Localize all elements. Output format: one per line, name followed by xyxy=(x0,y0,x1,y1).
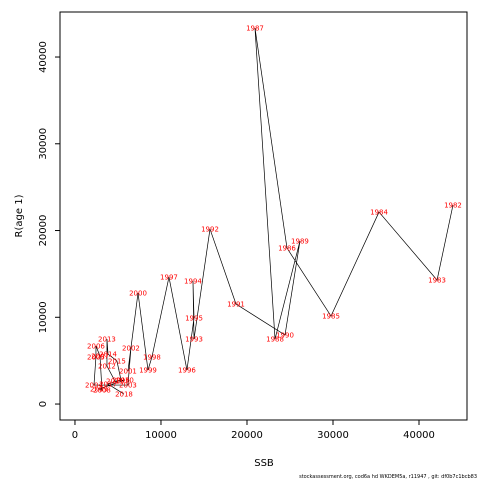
year-label: 2009 xyxy=(90,386,108,394)
year-label: 2008 xyxy=(93,387,111,395)
y-axis-label: R(age 1) xyxy=(14,194,25,237)
plot-frame xyxy=(59,11,468,421)
year-label: 2005 xyxy=(87,354,105,362)
year-label: 2012 xyxy=(98,363,116,371)
x-tick-label: 40000 xyxy=(403,430,435,441)
year-label: 1997 xyxy=(160,274,178,282)
year-label: 1999 xyxy=(139,367,157,375)
year-label: 2001 xyxy=(119,368,137,376)
year-label: 1996 xyxy=(178,367,196,375)
year-label: 2000 xyxy=(129,289,147,297)
year-label: 2016 xyxy=(112,377,130,385)
year-label: 1986 xyxy=(278,245,296,253)
year-label: 1991 xyxy=(227,301,245,309)
year-label: 1987 xyxy=(246,25,264,33)
year-label: 1995 xyxy=(185,315,203,323)
series-line xyxy=(93,27,454,395)
year-label: 1994 xyxy=(184,278,202,286)
year-label: 1983 xyxy=(428,277,446,285)
year-label: 1988 xyxy=(266,336,284,344)
year-label: 1998 xyxy=(143,354,161,362)
year-label: 2018 xyxy=(115,391,133,399)
y-tick-label: 20000 xyxy=(38,215,49,247)
year-label: 1990 xyxy=(276,332,294,340)
year-label: 1985 xyxy=(322,313,340,321)
year-label: 2004 xyxy=(85,382,103,390)
year-label: 2013 xyxy=(98,336,116,344)
year-label: 2002 xyxy=(122,344,140,352)
year-label: 1984 xyxy=(370,209,388,217)
y-tick-label: 10000 xyxy=(38,301,49,333)
x-tick-label: 30000 xyxy=(317,430,349,441)
year-label: 1989 xyxy=(291,238,309,246)
footer: stockassessment.org, cod6a hd WKDEM5a, r… xyxy=(299,474,477,480)
year-label: 1993 xyxy=(185,336,203,344)
year-label: 1992 xyxy=(201,226,219,234)
year-label: 2010 xyxy=(116,377,134,385)
year-label: 2007 xyxy=(91,353,109,361)
x-tick-label: 0 xyxy=(72,430,78,441)
y-tick-label: 0 xyxy=(38,401,49,407)
x-tick-label: 20000 xyxy=(231,430,263,441)
x-tick-label: 10000 xyxy=(145,430,177,441)
year-label: 2003 xyxy=(119,382,137,390)
y-tick-label: 40000 xyxy=(38,41,49,73)
year-label: 2006 xyxy=(87,342,105,350)
year-label: 2014 xyxy=(99,351,117,359)
year-label: 2015 xyxy=(108,358,126,366)
year-label: 1982 xyxy=(444,202,462,210)
year-label: 2011 xyxy=(106,378,124,386)
x-axis-label: SSB xyxy=(254,458,274,469)
y-tick-label: 30000 xyxy=(38,128,49,160)
year-label: 2017 xyxy=(99,381,117,389)
